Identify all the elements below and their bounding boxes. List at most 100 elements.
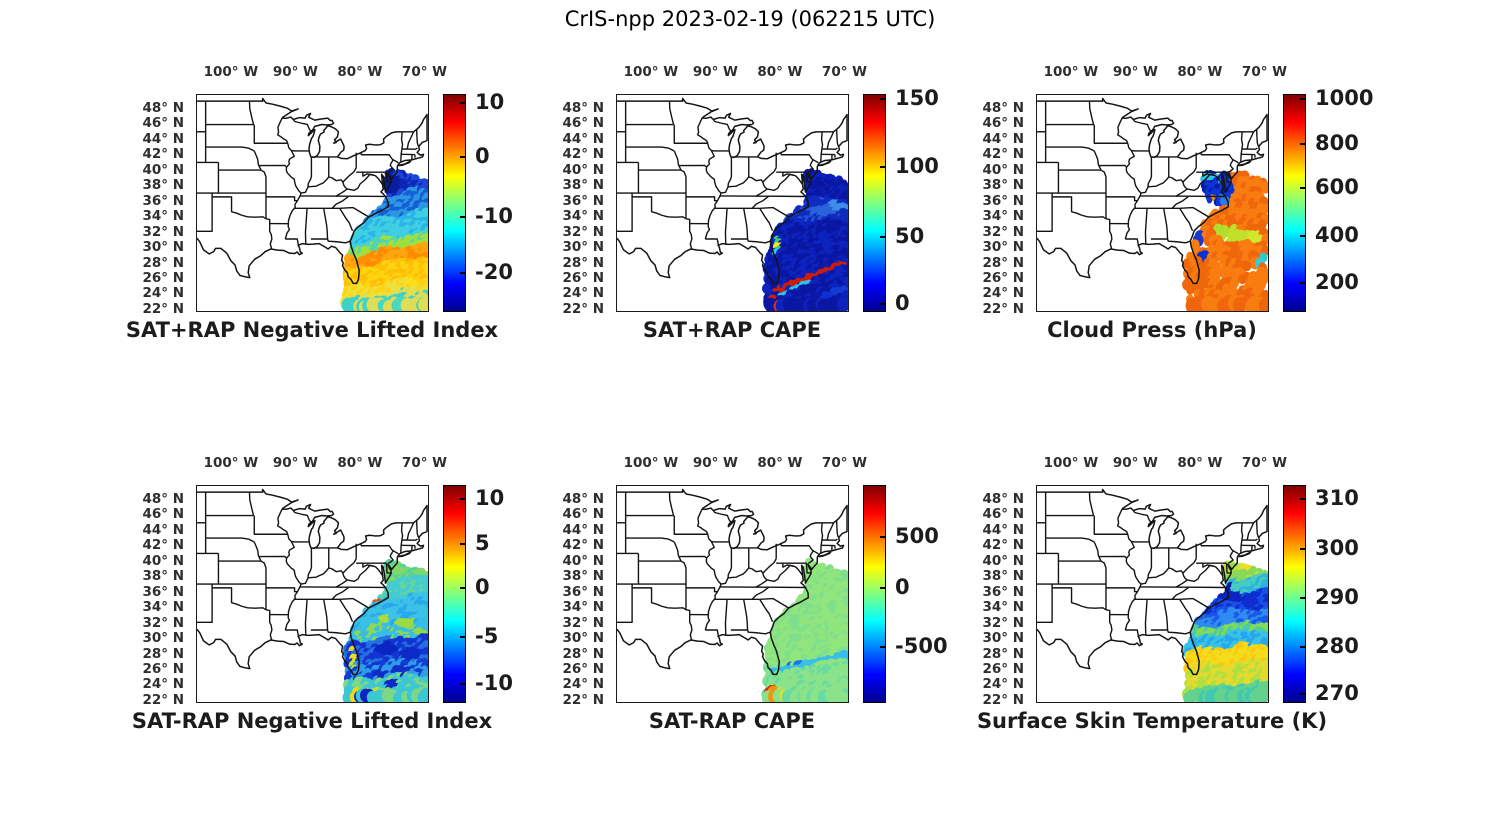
lat-tick-label: 38° N <box>562 568 604 585</box>
lat-tick-label: 40° N <box>982 552 1024 569</box>
lat-tick-label: 26° N <box>562 270 604 286</box>
colorbar-tick-label: 300 <box>1315 535 1359 560</box>
lat-tick-label: 48° N <box>982 99 1024 116</box>
lat-tick-label: 34° N <box>142 208 184 225</box>
colorbar-tick-label: 0 <box>475 144 490 169</box>
colorbar-tick-label: 0 <box>475 574 490 599</box>
data-swath-svg <box>1181 560 1268 702</box>
colorbar-tick-labels: 1000 800 600 400 200 <box>1315 87 1405 312</box>
lat-tick-label: 30° N <box>562 630 604 647</box>
lat-tick-label: 36° N <box>562 583 604 600</box>
lat-tick-label: 46° N <box>562 115 604 132</box>
colorbar-tick-labels: 310 300 290 280 270 <box>1315 485 1405 704</box>
lat-tick-label: 38° N <box>982 177 1024 194</box>
panel-title: SAT+RAP Negative Lifted Index <box>125 318 499 342</box>
lat-tick-label: 46° N <box>142 506 184 523</box>
colorbar-gradient <box>1284 95 1305 311</box>
map-plot-area <box>616 94 849 312</box>
colorbar-tick-labels: 10 5 0 -5 -10 <box>475 485 565 703</box>
map-plot-area <box>1036 94 1269 312</box>
data-swath-svg <box>761 557 848 702</box>
lat-tick-label: 46° N <box>982 115 1024 132</box>
colorbar <box>443 485 466 703</box>
lat-tick-label: 42° N <box>562 537 604 554</box>
lat-tick-label: 26° N <box>562 661 604 677</box>
lon-tick-label: 100° W <box>1043 64 1099 80</box>
lat-tick-label: 28° N <box>562 254 604 271</box>
lat-tick-label: 36° N <box>142 583 184 600</box>
colorbar-tick-labels: 500 0 -500 <box>895 485 985 703</box>
lat-tick-label: 28° N <box>562 645 604 662</box>
lat-tick-label: 26° N <box>142 661 184 677</box>
colorbar-gradient <box>864 486 885 702</box>
lat-tick-label: 32° N <box>562 223 604 240</box>
data-swath-svg <box>340 167 428 311</box>
lat-tick-label: 30° N <box>142 630 184 647</box>
lat-tick-label: 44° N <box>562 130 604 147</box>
lat-tick-label: 48° N <box>142 490 184 507</box>
lat-tick-label: 36° N <box>982 583 1024 600</box>
colorbar-tick-mark <box>880 586 885 589</box>
lat-tick-label: 30° N <box>982 239 1024 256</box>
colorbar-tick-labels: 10 0 -10 -20 <box>475 91 565 312</box>
lat-tick-label: 26° N <box>142 270 184 286</box>
lat-tick-label: 38° N <box>142 568 184 585</box>
lat-tick-label: 28° N <box>982 254 1024 271</box>
colorbar-tick-label: 400 <box>1315 223 1359 247</box>
lat-tick-label: 34° N <box>982 208 1024 225</box>
colorbar <box>863 94 886 312</box>
lat-tick-label: 34° N <box>982 599 1024 616</box>
lat-tick-label: 40° N <box>562 161 604 178</box>
panel-title: Surface Skin Temperature (K) <box>976 709 1328 733</box>
lat-tick-label: 48° N <box>562 99 604 116</box>
lon-tick-label: 100° W <box>203 64 259 80</box>
lat-tick-label: 28° N <box>142 645 184 662</box>
colorbar-tick-label: 200 <box>1315 270 1359 295</box>
lat-tick-label: 38° N <box>562 177 604 194</box>
lat-tick-label: 44° N <box>982 521 1024 538</box>
lat-tick-label: 38° N <box>982 568 1024 585</box>
colorbar-gradient <box>444 486 465 702</box>
lat-axis: 48° N 46° N 44° N 42° N 40° N 38° N 36° N 34° N… <box>528 485 610 707</box>
lat-tick-label: 46° N <box>982 506 1024 523</box>
lon-axis: 100° W 90° W 80° W 70° W <box>1036 451 1287 477</box>
lat-tick-label: 32° N <box>562 614 604 631</box>
colorbar-tick-mark <box>460 586 465 589</box>
colorbar-tick-mark <box>1300 547 1305 550</box>
data-swath-svg <box>342 558 428 702</box>
lon-tick-label: 80° W <box>1177 64 1223 80</box>
colorbar-tick-label: 5 <box>475 530 490 555</box>
colorbar-tick-label: -10 <box>475 671 513 696</box>
colorbar <box>1283 485 1306 703</box>
lat-tick-label: 44° N <box>142 521 184 538</box>
colorbar-gradient <box>864 95 885 311</box>
lat-tick-label: 48° N <box>562 490 604 507</box>
basemap-svg <box>617 95 848 311</box>
lon-tick-label: 80° W <box>757 455 803 471</box>
lat-tick-label: 42° N <box>562 146 604 163</box>
lat-tick-label: 40° N <box>142 552 184 569</box>
colorbar-tick-label: -5 <box>475 624 499 649</box>
basemap-svg <box>197 486 428 702</box>
lat-tick-label: 32° N <box>142 614 184 631</box>
lat-tick-label: 46° N <box>562 506 604 523</box>
lat-tick-label: 22° N <box>562 300 604 317</box>
lon-tick-label: 80° W <box>337 455 383 471</box>
colorbar-tick-label: -20 <box>475 260 513 285</box>
colorbar-tick-mark <box>1300 186 1305 189</box>
lat-tick-label: 32° N <box>982 223 1024 240</box>
lat-tick-label: 36° N <box>142 192 184 209</box>
basemap-svg <box>197 95 428 311</box>
colorbar-tick-label: 50 <box>895 224 925 249</box>
lat-tick-label: 26° N <box>982 270 1024 286</box>
lon-tick-label: 90° W <box>692 64 738 80</box>
lat-tick-label: 46° N <box>142 115 184 132</box>
lat-tick-label: 42° N <box>982 146 1024 163</box>
colorbar-tick-label: 150 <box>895 85 939 110</box>
lat-tick-label: 40° N <box>562 552 604 569</box>
colorbar-tick-mark <box>1300 282 1305 285</box>
lat-tick-label: 22° N <box>562 691 604 708</box>
lon-axis: 100° W 90° W 80° W 70° W <box>616 451 867 477</box>
panel-title: SAT-RAP CAPE <box>648 709 816 733</box>
